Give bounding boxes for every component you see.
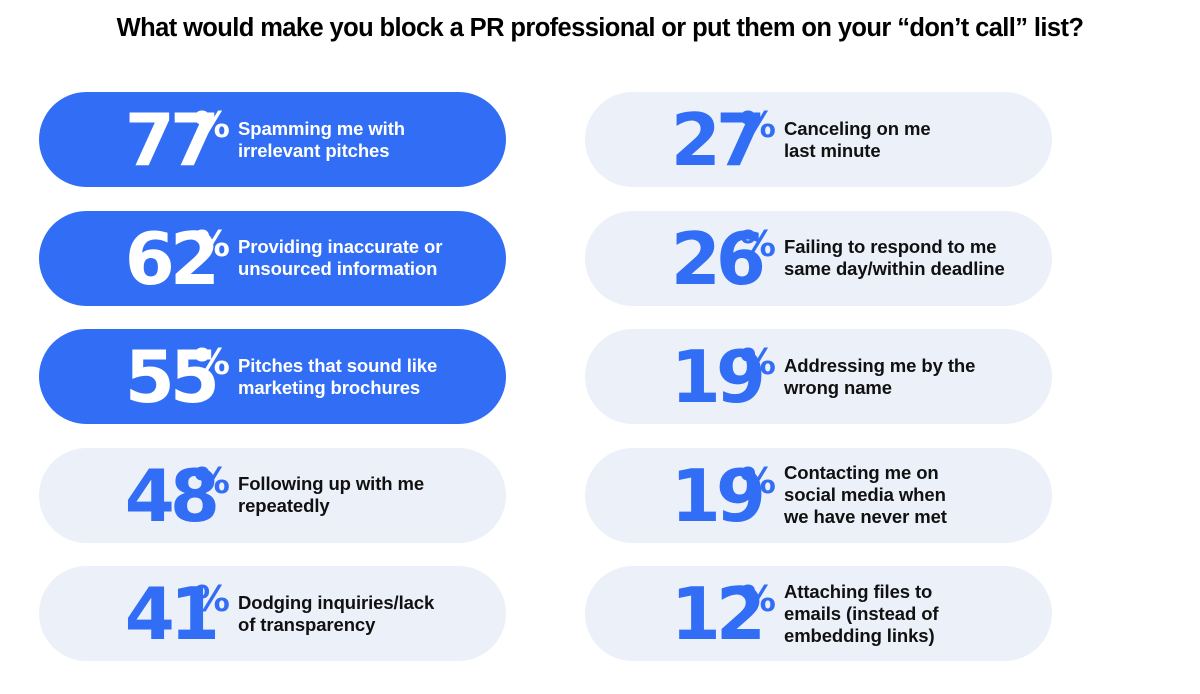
stat-number: 19%: [670, 453, 776, 538]
percent-sign: %: [739, 460, 776, 502]
stat-card: 77% Spamming me with irrelevant pitches: [39, 92, 506, 187]
stat-card: 19% Addressing me by the wrong name: [585, 329, 1052, 424]
stat-label: Spamming me with irrelevant pitches: [238, 117, 405, 161]
percent-sign: %: [739, 223, 776, 265]
stat-number: 26%: [670, 216, 776, 301]
stat-label: Following up with me repeatedly: [238, 473, 425, 516]
chart-title: What would make you block a PR professio…: [116, 14, 1084, 42]
stat-value: 62%: [39, 211, 230, 306]
percent-sign: %: [193, 342, 230, 383]
stat-card: 41% Dodging inquiries/lack of transparen…: [39, 566, 506, 661]
stat-card: 12% Attaching files to emails (instead o…: [585, 566, 1052, 661]
stat-number: 27%: [670, 98, 776, 182]
stat-value: 19%: [585, 448, 776, 543]
percent-sign: %: [739, 342, 776, 383]
percent-sign: %: [193, 105, 230, 146]
stat-number: 48%: [124, 453, 230, 538]
percent-sign: %: [193, 223, 230, 265]
stat-label: Contacting me on social media when we ha…: [784, 462, 947, 527]
percent-sign: %: [193, 460, 230, 502]
stat-value: 77%: [39, 92, 230, 187]
percent-sign: %: [193, 579, 230, 620]
right-column: 27% Canceling on me last minute 26% Fail…: [585, 92, 1052, 685]
stat-value: 48%: [39, 448, 230, 543]
stat-value: 26%: [585, 211, 776, 306]
stat-value: 12%: [585, 566, 776, 661]
stat-card: 27% Canceling on me last minute: [585, 92, 1052, 187]
stat-number: 12%: [670, 572, 776, 656]
left-column: 77% Spamming me with irrelevant pitches …: [39, 92, 506, 685]
stat-value: 55%: [39, 329, 230, 424]
stat-label: Pitches that sound like marketing brochu…: [238, 354, 438, 398]
stat-card: 19% Contacting me on social media when w…: [585, 447, 1052, 543]
stat-label: Addressing me by the wrong name: [784, 354, 976, 398]
percent-sign: %: [739, 105, 776, 146]
stat-card: 26% Failing to respond to me same day/wi…: [585, 210, 1052, 306]
stat-number: 55%: [124, 335, 230, 419]
stat-number: 62%: [124, 216, 230, 301]
stat-label: Canceling on me last minute: [784, 117, 931, 161]
stat-number: 19%: [670, 335, 776, 419]
stat-label: Dodging inquiries/lack of transparency: [238, 591, 435, 635]
stat-card: 55% Pitches that sound like marketing br…: [39, 329, 506, 424]
stat-card: 48% Following up with me repeatedly: [39, 447, 506, 543]
stat-label: Providing inaccurate or unsourced inform…: [238, 236, 443, 279]
stat-value: 41%: [39, 566, 230, 661]
stat-value: 19%: [585, 329, 776, 424]
stat-value: 27%: [585, 92, 776, 187]
stat-label: Failing to respond to me same day/within…: [784, 236, 1005, 279]
stat-card: 62% Providing inaccurate or unsourced in…: [39, 210, 506, 306]
stat-number: 77%: [124, 98, 230, 182]
percent-sign: %: [739, 579, 776, 620]
stat-number: 41%: [124, 572, 230, 656]
stat-label: Attaching files to emails (instead of em…: [784, 580, 939, 646]
